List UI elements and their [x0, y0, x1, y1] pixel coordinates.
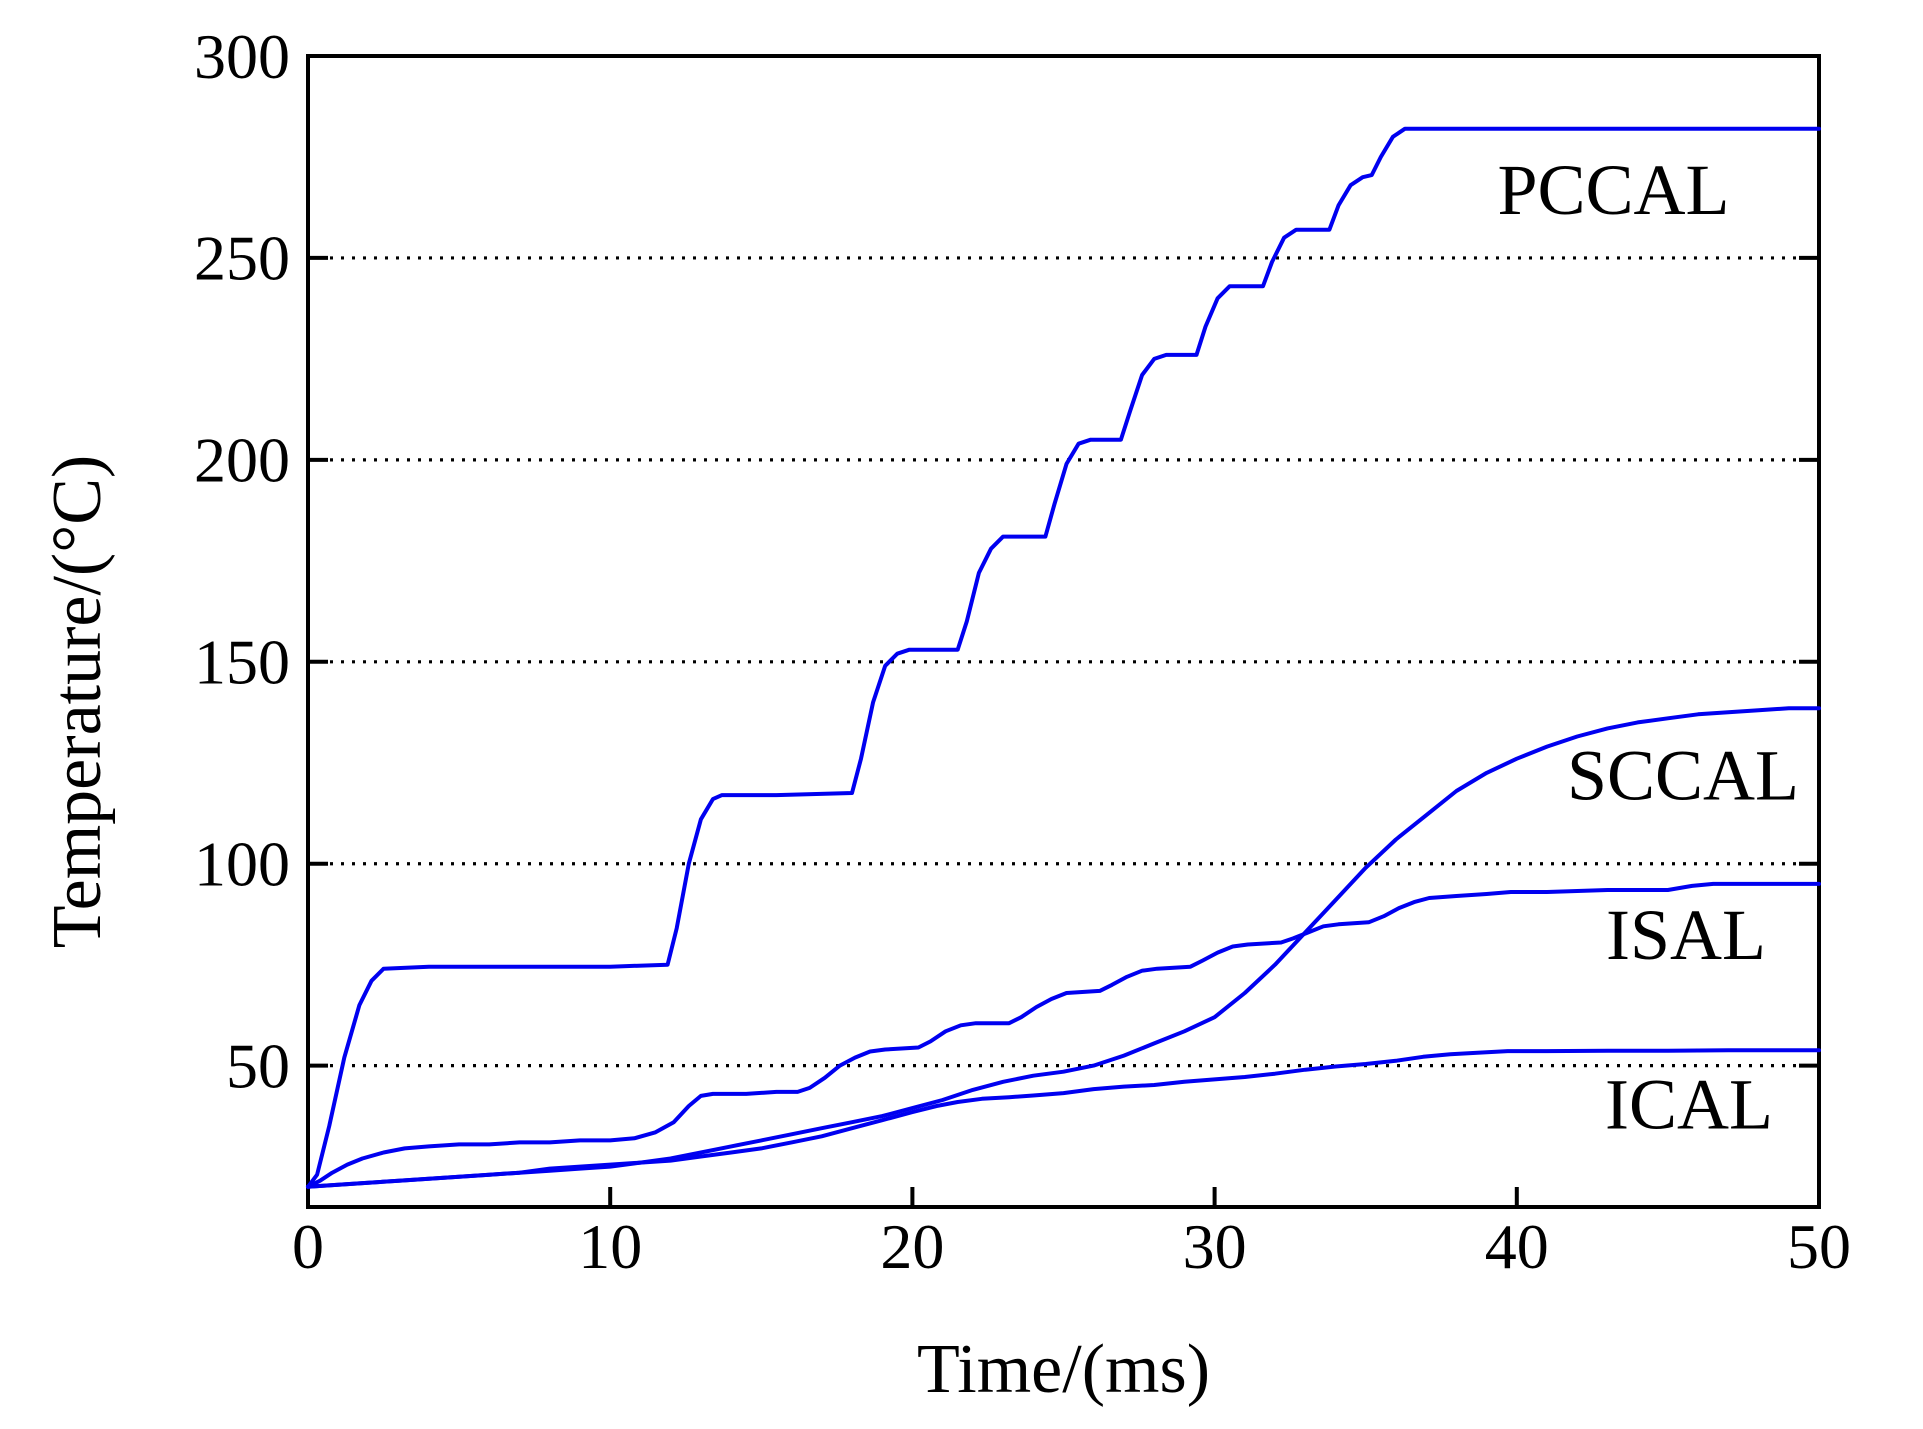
x-axis-title: Time/(ms) [917, 1331, 1210, 1408]
series-pccal-label: PCCAL [1497, 150, 1729, 230]
x-tick-label: 30 [1183, 1211, 1247, 1282]
series-isal-line [306, 881, 1821, 1189]
y-tick-label: 150 [194, 627, 290, 698]
x-tick-label: 0 [292, 1211, 324, 1282]
series-pccal-line [306, 126, 1821, 1189]
y-tick-label: 250 [194, 223, 290, 294]
y-tick-label: 50 [226, 1030, 290, 1101]
series-ical-line [306, 1048, 1821, 1189]
series-ical-label: ICAL [1605, 1064, 1773, 1144]
series-sccal-label: SCCAL [1567, 735, 1799, 815]
plot-border [306, 54, 1821, 1209]
y-axis-title: Temperature/(°C) [39, 455, 116, 948]
y-tick-label: 200 [194, 425, 290, 496]
series-sccal-line [306, 706, 1821, 1189]
x-tick-label: 20 [880, 1211, 944, 1282]
y-tick-label: 300 [194, 21, 290, 92]
series-isal-label: ISAL [1606, 895, 1766, 975]
x-tick-label: 40 [1485, 1211, 1549, 1282]
y-tick-label: 100 [194, 828, 290, 899]
x-tick-label: 10 [578, 1211, 642, 1282]
x-tick-label: 50 [1787, 1211, 1851, 1282]
